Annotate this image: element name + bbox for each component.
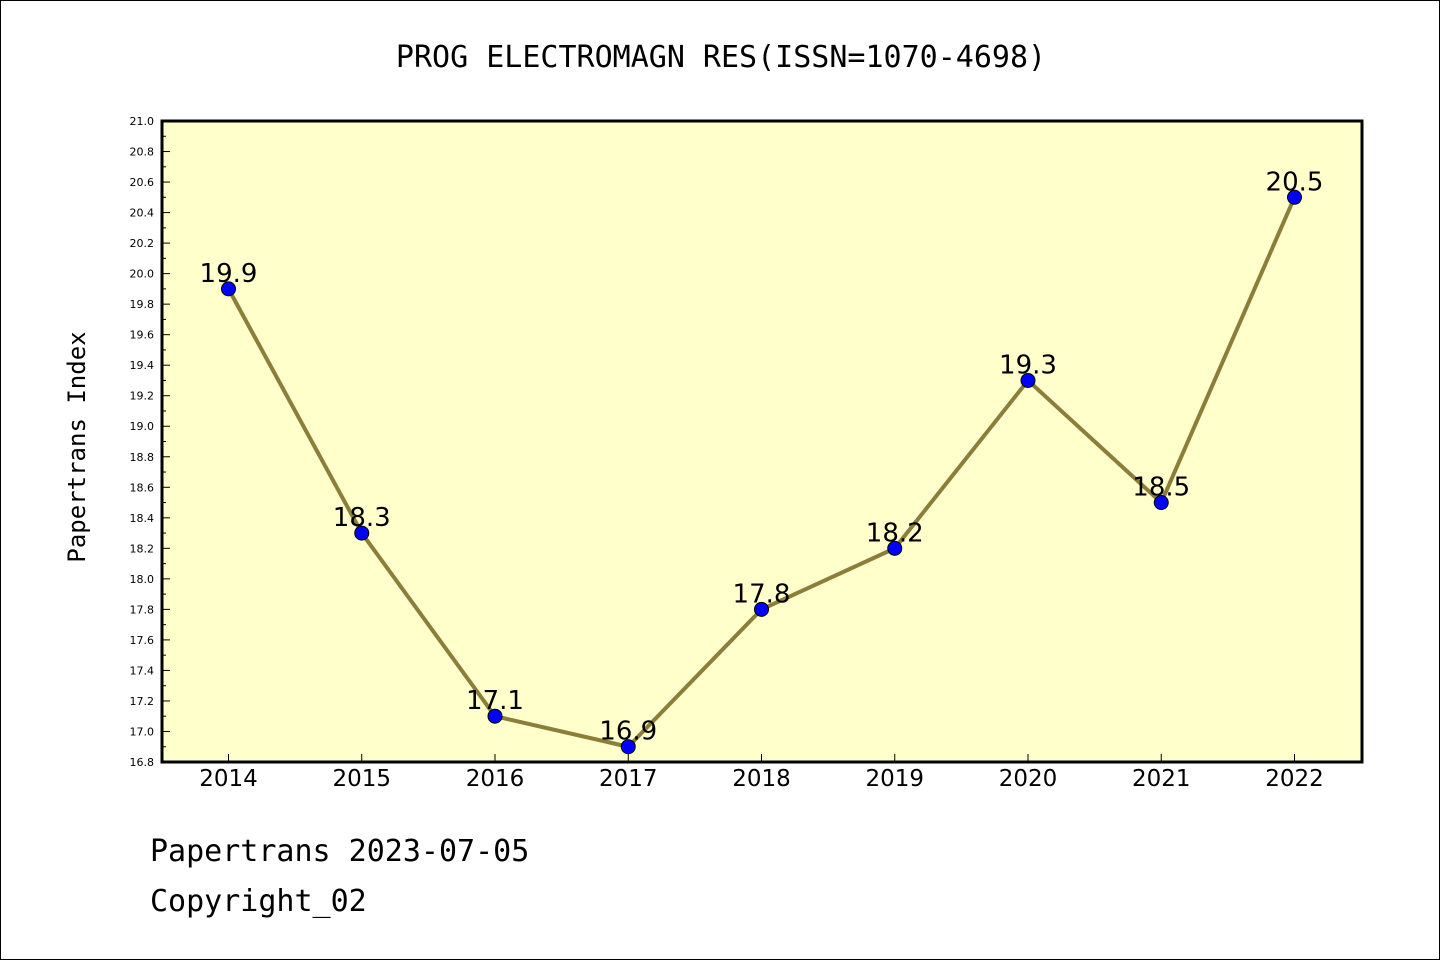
x-tick-label: 2014 <box>199 766 258 792</box>
data-point <box>354 525 370 541</box>
y-tick-label: 18.6 <box>130 481 155 494</box>
y-tick-label: 18.4 <box>130 512 155 525</box>
data-label: 16.9 <box>599 717 657 747</box>
data-point <box>887 540 903 556</box>
data-point <box>1153 495 1169 511</box>
y-tick-label: 19.4 <box>130 359 155 372</box>
footer-copyright: Copyright_02 <box>150 884 367 919</box>
chart-title: PROG ELECTROMAGN RES(ISSN=1070-4698) <box>396 40 1046 75</box>
y-tick-label: 19.2 <box>130 390 155 403</box>
data-label: 17.8 <box>733 579 791 609</box>
data-label: 17.1 <box>466 686 524 716</box>
y-tick-label: 18.2 <box>130 542 155 555</box>
x-tick-label: 2018 <box>732 766 791 792</box>
data-point <box>1020 372 1036 388</box>
x-tick-label: 2020 <box>999 766 1058 792</box>
y-tick-label: 20.8 <box>130 146 155 159</box>
plot-border <box>160 119 1364 764</box>
y-tick-label: 21.0 <box>130 115 155 128</box>
x-axis: 2014 2015 2016 2017 2018 2019 2020 2021 2022 <box>199 754 1324 792</box>
x-tick-label: 2022 <box>1265 766 1324 792</box>
data-point <box>487 708 503 724</box>
y-tick-label: 16.8 <box>130 756 155 769</box>
data-label: 18.2 <box>866 518 924 548</box>
data-point <box>620 739 636 755</box>
data-point <box>754 601 769 617</box>
y-tick-label: 20.2 <box>130 237 155 250</box>
data-label: 18.5 <box>1132 473 1190 503</box>
data-point <box>1287 189 1302 205</box>
y-tick-label: 20.0 <box>130 268 155 281</box>
y-tick-label: 19.8 <box>130 298 155 311</box>
y-tick-label: 19.0 <box>130 420 155 433</box>
data-label: 19.3 <box>999 350 1057 380</box>
y-axis: 16.8 17.0 17.2 17.4 17.6 17.8 18.0 18.2 18.4 18.6… <box>130 115 170 769</box>
y-tick-label: 17.0 <box>130 725 155 738</box>
plot-area <box>162 121 1362 762</box>
x-tick-label: 2017 <box>599 766 658 792</box>
y-tick-label: 18.8 <box>130 451 155 464</box>
y-tick-label: 20.6 <box>130 176 155 189</box>
footer-date: Papertrans 2023-07-05 <box>150 834 530 869</box>
x-tick-label: 2021 <box>1132 766 1191 792</box>
data-labels: 19.9 18.3 17.1 16.9 17.8 18.2 19.3 18.5 20.5 <box>200 167 1324 746</box>
y-tick-label: 19.6 <box>130 329 155 342</box>
x-tick-label: 2019 <box>865 766 924 792</box>
y-tick-label: 20.4 <box>130 207 155 220</box>
data-label: 19.9 <box>200 259 258 289</box>
series-markers <box>221 189 1302 755</box>
data-label: 18.3 <box>333 503 391 533</box>
x-tick-label: 2015 <box>332 766 391 792</box>
y-tick-label: 18.0 <box>130 573 155 586</box>
y-tick-label: 17.4 <box>130 664 155 677</box>
y-tick-label: 17.6 <box>130 634 155 647</box>
data-label: 20.5 <box>1266 167 1324 197</box>
data-point <box>221 281 236 297</box>
y-tick-label: 17.2 <box>130 695 155 708</box>
y-tick-label: 17.8 <box>130 603 155 616</box>
y-axis-label: Papertrans Index <box>63 331 91 562</box>
x-tick-label: 2016 <box>466 766 525 792</box>
